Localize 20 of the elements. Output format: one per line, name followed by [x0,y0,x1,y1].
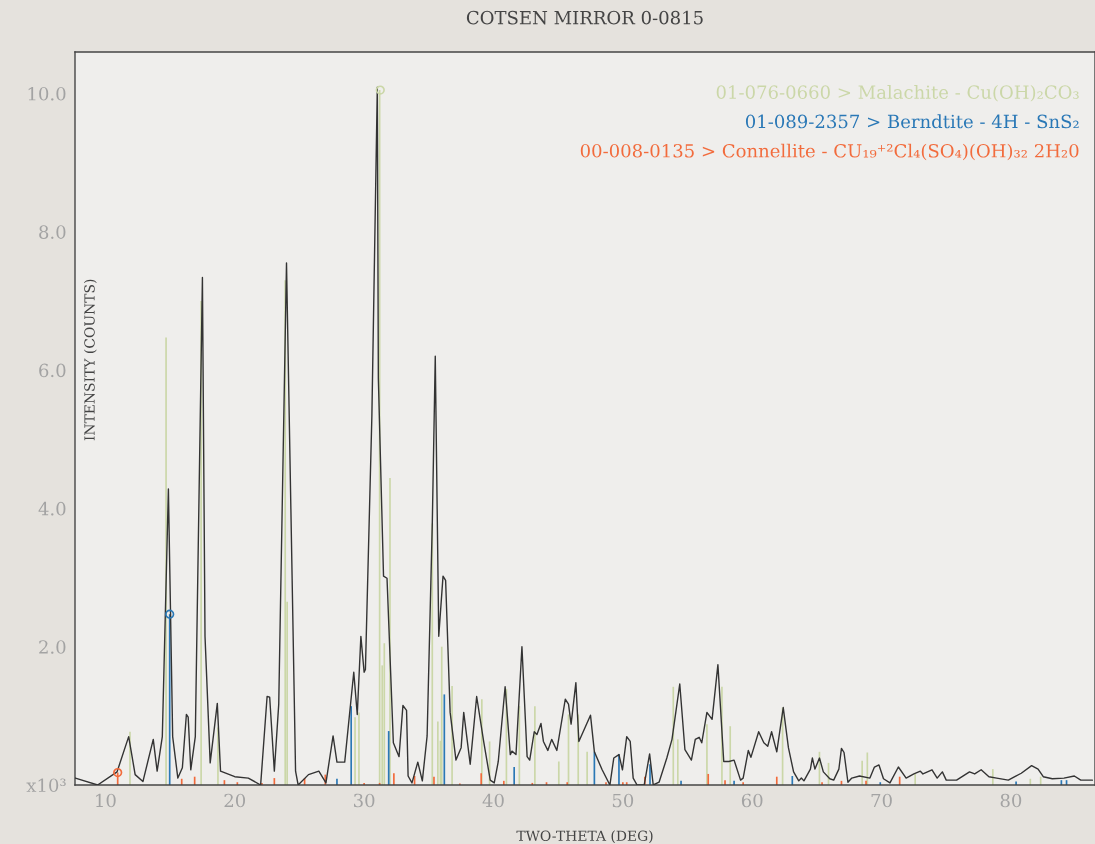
x-tick-label: 40 [482,793,504,808]
text: 00-008-0135 > Connellite - CU₁₉⁺²Cl₄(SO₄)(OH)₃₂ 2H₂0 [580,143,1079,161]
y-tick-label: 2.0 [39,640,66,654]
x-tick-label: 10 [96,793,116,808]
y-tick-label: 6.0 [39,363,66,378]
x-tick-label: 80 [1000,793,1022,808]
y-tick-label: x10³ [26,778,66,793]
x-tick-label: 60 [741,793,763,808]
x-axis-title: TWO-THETA (DEG) [516,830,653,843]
y-axis-title: INTENSITY (COUNTS) [84,279,97,441]
text: 01-076-0660 > Malachite - Cu(OH)₂CO₃ [716,84,1079,102]
x-tick-label: 70 [871,793,892,808]
y-tick-label: 4.0 [38,501,66,516]
text: 01-089-2357 > Berndtite - 4H - SnS₂ [745,114,1079,129]
y-tick-label: 8.0 [39,225,66,239]
x-tick-label: 50 [612,793,634,808]
y-tick-label: 10.0 [28,86,66,101]
x-tick-label: 30 [354,793,375,808]
x-tick-label: 20 [224,793,246,808]
chart-title: COTSEN MIRROR 0-0815 [466,10,703,25]
